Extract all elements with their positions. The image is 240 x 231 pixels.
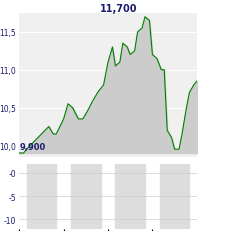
Text: 9,900: 9,900 — [19, 142, 45, 151]
Bar — [27, 164, 56, 229]
Text: 11,700: 11,700 — [100, 4, 138, 14]
Bar — [115, 164, 145, 229]
Bar — [71, 164, 101, 229]
Bar — [160, 164, 189, 229]
